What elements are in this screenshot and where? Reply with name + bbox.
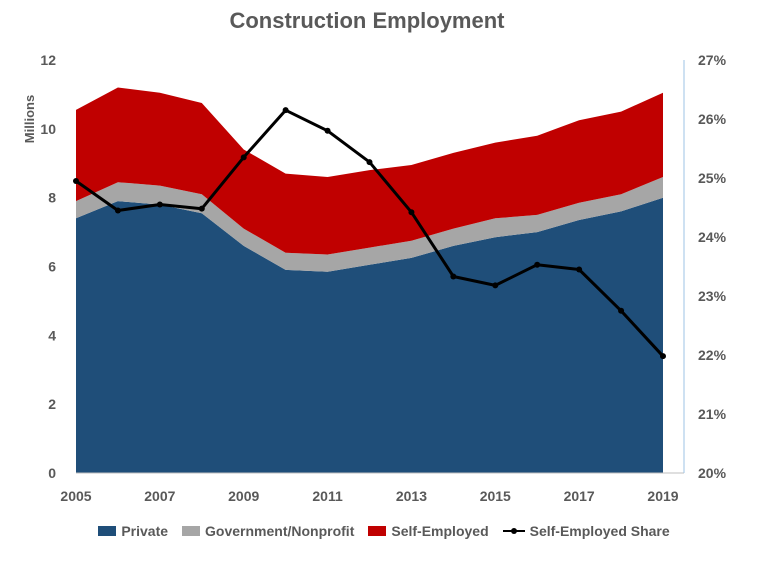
y2-tick-label: 27%: [698, 52, 727, 68]
x-tick-label: 2007: [144, 488, 175, 504]
data-point-2005: [73, 177, 79, 184]
legend-item: Private: [98, 523, 168, 539]
x-tick-label: 2013: [396, 488, 427, 504]
data-point-2013: [408, 209, 415, 216]
x-tick-label: 2005: [60, 488, 91, 504]
area-government-nonprofit: [76, 177, 663, 272]
data-point-2012: [366, 159, 373, 166]
y2-tick-label: 24%: [698, 229, 727, 245]
x-tick-label: 2015: [480, 488, 511, 504]
data-point-2009: [240, 154, 247, 161]
data-point-2019: [660, 353, 666, 360]
data-point-2014: [450, 273, 457, 280]
y2-tick-label: 26%: [698, 111, 727, 127]
x-tick-label: 2011: [312, 488, 343, 504]
data-point-2016: [534, 261, 541, 268]
y-tick-label: 12: [40, 52, 56, 68]
legend-swatch: [182, 526, 201, 536]
area-self-employed: [76, 87, 663, 255]
y-tick-label: 10: [40, 121, 56, 137]
y2-tick-label: 23%: [698, 288, 727, 304]
legend-label: Government/Nonprofit: [205, 523, 355, 539]
area-private: [76, 197, 663, 473]
y-tick-label: 8: [48, 190, 56, 206]
y2-tick-label: 20%: [698, 465, 727, 481]
legend-line-swatch: [502, 526, 525, 536]
data-point-2015: [492, 282, 499, 289]
data-point-2018: [618, 307, 625, 314]
x-tick-label: 2019: [647, 488, 678, 504]
legend-label: Private: [121, 523, 169, 539]
y-tick-label: 6: [48, 259, 56, 275]
chart-title: Construction Employment: [229, 8, 505, 33]
legend-swatch: [98, 526, 117, 536]
legend-item: Government/Nonprofit: [182, 523, 354, 539]
data-point-2011: [324, 127, 331, 134]
chart-canvas: 0 2 4 6 8 10 12 20% 21% 22% 23% 24% 25% 26% 27% 2005 200…: [22, 52, 727, 504]
chart-legend: Private Government/Nonprofit Self-Employed…: [0, 523, 768, 539]
data-point-2008: [198, 205, 205, 212]
y-tick-label: 4: [48, 327, 56, 343]
y-tick-label: 2: [48, 396, 56, 412]
x-tick-label: 2009: [228, 488, 259, 504]
data-point-2010: [282, 107, 289, 114]
y-tick-label: 0: [48, 465, 56, 481]
legend-swatch: [368, 526, 387, 536]
legend-label: Self-Employed Share: [529, 523, 670, 539]
data-point-2006: [114, 207, 121, 214]
legend-item: Self-Employed Share: [502, 523, 670, 539]
data-point-2007: [156, 201, 163, 208]
legend-label: Self-Employed: [391, 523, 489, 539]
x-tick-label: 2017: [564, 488, 595, 504]
legend-item: Self-Employed: [368, 523, 489, 539]
data-point-2017: [576, 266, 583, 273]
y-axis-title: Millions: [22, 95, 37, 143]
y2-tick-label: 21%: [698, 406, 727, 422]
y2-tick-label: 22%: [698, 347, 727, 363]
y2-tick-label: 25%: [698, 170, 727, 186]
